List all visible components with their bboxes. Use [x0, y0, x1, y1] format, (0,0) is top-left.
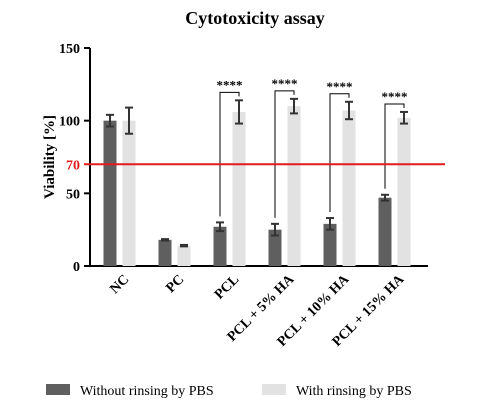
- reference-line-label: 70: [66, 158, 80, 173]
- significance-label: ****: [382, 89, 408, 104]
- bar-1-4: [268, 229, 282, 266]
- x-tick-label: NC: [107, 272, 132, 297]
- significance-label: ****: [272, 76, 298, 91]
- legend-label-2: With rinsing by PBS: [296, 384, 412, 399]
- bar-1-1: [103, 120, 117, 267]
- bar-2-4: [287, 106, 301, 266]
- y-tick-label: 50: [66, 187, 80, 202]
- bar-1-3: [213, 226, 227, 266]
- x-tick-label: PCL: [212, 272, 242, 302]
- significance-bracket: [274, 90, 295, 218]
- bar-2-6: [397, 117, 411, 266]
- bar-2-3: [232, 111, 246, 267]
- legend-swatch-1: [46, 384, 70, 395]
- significance-label: ****: [327, 79, 353, 94]
- bar-2-1: [122, 120, 136, 267]
- significance-bracket: [219, 91, 240, 217]
- legend-label-1: Without rinsing by PBS: [80, 384, 214, 399]
- bar-1-2: [158, 239, 172, 266]
- bar-2-5: [342, 110, 356, 266]
- significance-label: ****: [217, 77, 243, 92]
- chart-title: Cytotoxicity assay: [185, 8, 324, 28]
- y-tick-label: 150: [59, 42, 80, 57]
- x-tick-label: PC: [164, 272, 188, 296]
- legend: Without rinsing by PBS With rinsing by PB…: [46, 384, 412, 399]
- legend-swatch-2: [262, 384, 286, 395]
- significance-bracket: [329, 93, 350, 213]
- significance-bracket: [384, 103, 405, 189]
- bar-1-6: [378, 197, 392, 266]
- y-axis-label: Viability [%]: [42, 115, 58, 199]
- y-tick-label: 0: [73, 260, 80, 275]
- y-tick-label: 100: [59, 115, 80, 130]
- bar-2-2: [177, 245, 191, 266]
- bar-1-5: [323, 223, 337, 266]
